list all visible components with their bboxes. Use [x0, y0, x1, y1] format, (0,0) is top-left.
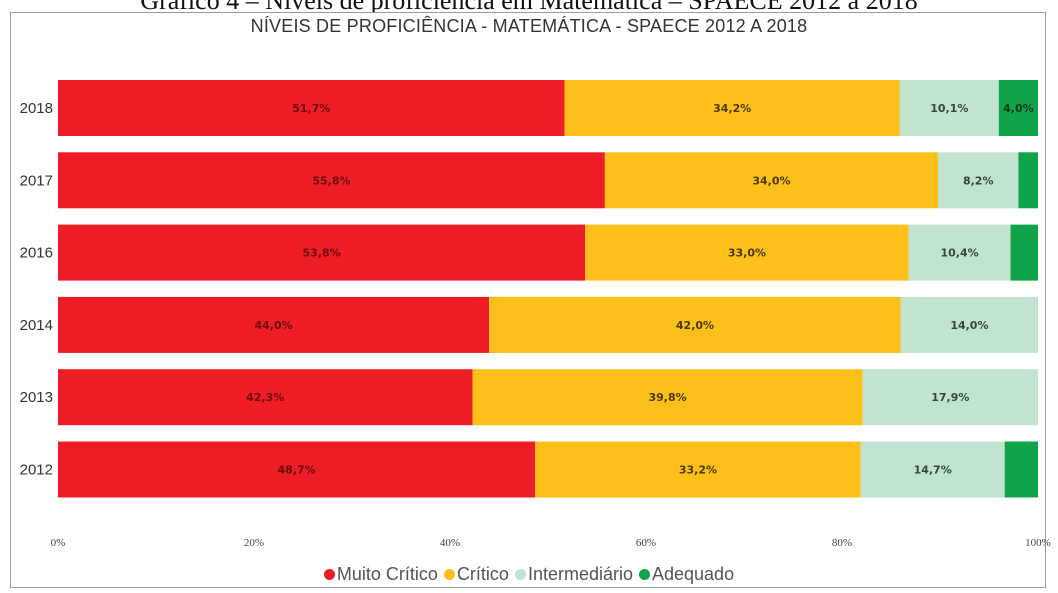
legend-item: Adequado: [639, 564, 734, 585]
chart-legend: Muito Crítico Crítico Intermediário Adequad…: [0, 564, 1058, 585]
bar-segment-2017-0: [58, 152, 605, 209]
data-label-2012-2: 14,7%: [914, 464, 952, 477]
x-tick-label: 60%: [636, 537, 656, 549]
x-tick-label: 100%: [1025, 537, 1051, 549]
bar-segment-2012-2: [860, 441, 1005, 498]
year-label-2018: 2018: [20, 100, 53, 117]
data-label-2014-0: 44,0%: [255, 319, 293, 332]
x-tick-label: 0%: [51, 537, 66, 549]
data-label-2016-0: 53,8%: [303, 247, 341, 260]
data-label-2013-2: 17,9%: [931, 391, 969, 404]
bar-segment-2017-1: [604, 152, 939, 209]
legend-label: Adequado: [652, 564, 735, 584]
legend-label: Crítico: [456, 564, 509, 584]
data-label-2012-1: 33,2%: [679, 464, 717, 477]
data-label-2018-2: 10,1%: [930, 102, 968, 115]
year-label-2013: 2013: [20, 389, 53, 406]
bar-segment-2014-0: [58, 296, 490, 353]
x-tick-label: 20%: [244, 537, 264, 549]
chart-title: NÍVEIS DE PROFICIÊNCIA - MATEMÁTICA - SP…: [250, 16, 808, 36]
bar-segment-2018-2: [899, 80, 999, 136]
bar-segment-2018-1: [564, 80, 900, 136]
legend-marker-icon: [639, 569, 650, 580]
bar-segment-2017-2: [938, 152, 1019, 209]
bar-segment-2016-0: [58, 224, 586, 281]
year-label-2012: 2012: [20, 462, 53, 479]
bar-segment-2018-0: [58, 80, 565, 136]
bar-segment-2012-3: [1004, 441, 1038, 498]
data-label-2018-3: 4,0%: [1003, 102, 1034, 115]
data-label-2017-1: 34,0%: [752, 174, 790, 187]
x-tick-label: 40%: [440, 537, 460, 549]
bar-segment-2013-0: [58, 369, 473, 426]
bar-segment-2018-3: [998, 80, 1038, 136]
bar-segment-2017-3: [1018, 152, 1038, 209]
data-label-2017-0: 55,8%: [312, 174, 350, 187]
data-label-2017-2: 8,2%: [963, 174, 994, 187]
data-label-2018-0: 51,7%: [292, 102, 330, 115]
legend-marker-icon: [443, 569, 455, 580]
bar-segment-2014-2: [900, 296, 1038, 353]
data-label-2012-0: 48,7%: [278, 464, 316, 477]
legend-label: Intermediário: [527, 564, 633, 584]
bar-segment-2016-3: [1010, 224, 1038, 281]
legend-marker-icon: [514, 569, 526, 580]
legend-item: Crítico: [443, 564, 509, 585]
data-label-2016-2: 10,4%: [941, 247, 979, 260]
figure-caption: Gráfico 4 – Níveis de proficiência em Ma…: [140, 0, 918, 15]
year-label-2014: 2014: [20, 317, 53, 334]
bar-segment-2012-0: [58, 441, 536, 498]
bar-segment-2016-2: [908, 224, 1011, 281]
bar-segment-2013-1: [472, 369, 863, 426]
data-label-2013-0: 42,3%: [246, 391, 284, 404]
data-label-2013-1: 39,8%: [648, 391, 686, 404]
year-label-2017: 2017: [20, 172, 53, 189]
bar-segment-2014-1: [489, 296, 901, 353]
bar-segment-2012-1: [535, 441, 861, 498]
data-label-2014-1: 42,0%: [676, 319, 714, 332]
legend-item: Muito Crítico: [323, 564, 438, 585]
legend-marker-icon: [323, 569, 335, 580]
bar-segment-2013-2: [862, 369, 1038, 426]
data-label-2018-1: 34,2%: [713, 102, 751, 115]
x-tick-label: 80%: [832, 537, 852, 549]
legend-item: Intermediário: [514, 564, 633, 585]
year-label-2016: 2016: [20, 245, 53, 262]
bar-segment-2016-1: [585, 224, 909, 281]
data-label-2014-2: 14,0%: [950, 319, 988, 332]
data-label-2016-1: 33,0%: [728, 247, 766, 260]
legend-label: Muito Crítico: [336, 564, 438, 584]
